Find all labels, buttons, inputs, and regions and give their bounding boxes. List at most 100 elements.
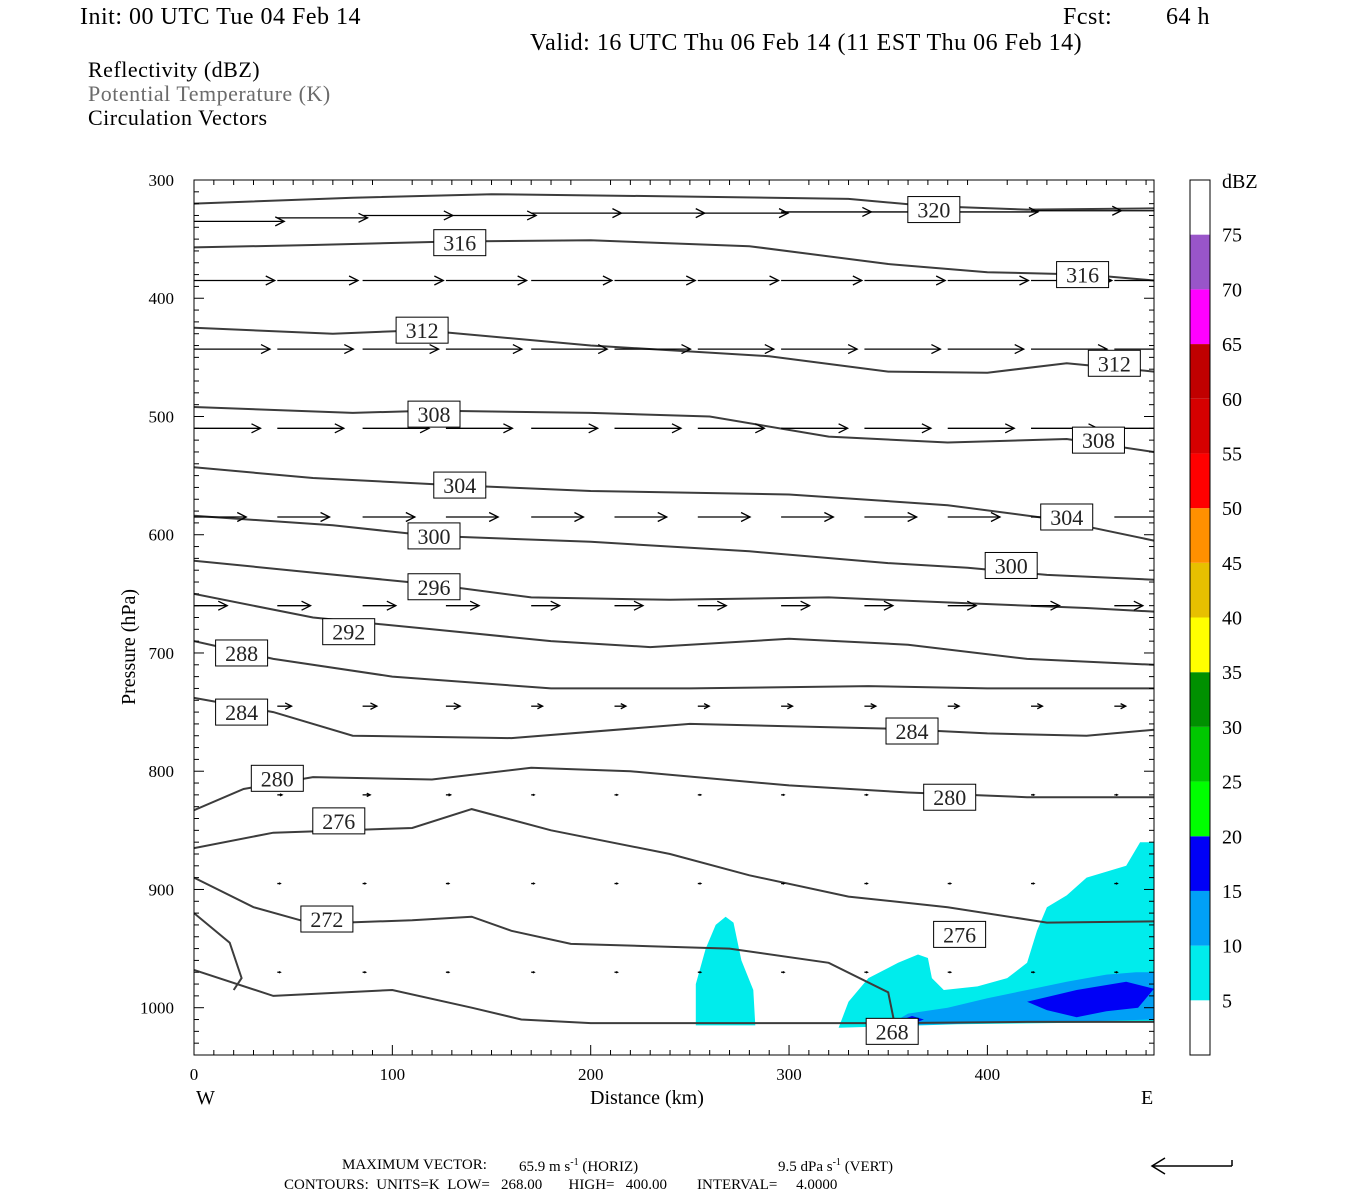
colorbar-tick-label: 15	[1222, 881, 1242, 903]
circulation-vector-head	[990, 511, 1002, 523]
y-tick-label: 1000	[140, 999, 174, 1018]
circulation-vector-head	[334, 423, 346, 434]
contour-label-box	[1087, 349, 1141, 377]
circulation-vector-head	[778, 208, 790, 219]
colorbar-tick-label: 25	[1222, 772, 1242, 794]
circulation-vector-head	[1032, 882, 1036, 885]
colorbar-bin	[1190, 781, 1210, 837]
circulation-vector-head	[865, 793, 869, 797]
circulation-vector-head	[1037, 703, 1044, 710]
contour-label-box	[322, 618, 376, 646]
contour-label-box	[215, 698, 269, 726]
contour-label-box	[407, 400, 461, 428]
circulation-vector-head	[1019, 275, 1030, 286]
circulation-vector-head	[1014, 344, 1026, 355]
valid-time: Valid: 16 UTC Thu 06 Feb 14 (11 EST Thu …	[530, 30, 1083, 56]
contour-label-text: 280	[933, 785, 966, 810]
theta-contour-304	[194, 466, 1154, 542]
forecast-hour: 64 h	[1166, 4, 1210, 30]
circulation-vector-head	[931, 344, 942, 355]
contour-label-text: 304	[443, 473, 476, 498]
contour-label-box	[865, 1017, 919, 1045]
contour-label-box	[215, 639, 269, 667]
contour-label-text: 276	[943, 922, 976, 947]
circulation-vector-head	[469, 600, 481, 611]
circulation-vector-head	[800, 600, 812, 611]
x-tick-label: 100	[380, 1065, 406, 1084]
circulation-vector-head	[703, 703, 711, 710]
circulation-vector-head	[217, 600, 229, 611]
theta-contour-284	[194, 696, 1154, 740]
east-label: E	[1141, 1087, 1153, 1109]
contour-label-text: 304	[1050, 505, 1083, 530]
circulation-vector-head	[782, 970, 786, 974]
colorbar-bin	[1190, 1000, 1210, 1055]
circulation-vector-head	[782, 793, 786, 797]
vectors-field-label: Circulation Vectors	[88, 105, 268, 130]
contour-label-text: 288	[225, 641, 258, 666]
max-vector-label: MAXIMUM VECTOR:	[342, 1157, 487, 1173]
circulation-vector-head	[429, 344, 441, 355]
theta-contour-296	[194, 559, 1154, 613]
circulation-vector-head	[1181, 345, 1190, 354]
circulation-vector-head	[782, 882, 786, 885]
circulation-vector-head	[344, 344, 355, 355]
circulation-vector-head	[953, 703, 961, 710]
circulation-vector-head	[526, 210, 538, 221]
contour-label-box	[1040, 503, 1094, 531]
circulation-vector-head	[615, 970, 619, 974]
colorbar-tick-label: 70	[1222, 279, 1242, 301]
contour-label-box	[300, 905, 354, 933]
circulation-vector-head	[865, 970, 869, 974]
circulation-vector-head	[278, 970, 282, 974]
circulation-vector-head	[1032, 793, 1036, 797]
circulation-vector-head	[301, 600, 313, 611]
contour-label-box	[395, 316, 449, 344]
circulation-vector-head	[1115, 970, 1119, 974]
circulation-vector-head	[907, 511, 919, 523]
colorbar-bin	[1190, 453, 1210, 509]
circulation-vector-head	[574, 511, 585, 523]
circulation-vector-head	[363, 970, 368, 974]
circulation-vector-head	[588, 423, 600, 434]
y-tick-label: 500	[149, 407, 175, 426]
circulation-vector-head	[681, 344, 692, 355]
circulation-vector-head	[265, 275, 277, 286]
colorbar-tick-label: 55	[1222, 443, 1242, 465]
contour-label-text: 316	[443, 231, 476, 256]
circulation-vector-head	[699, 793, 703, 797]
colorbar-tick-label: 35	[1222, 662, 1242, 684]
circulation-vector-head	[1172, 424, 1181, 433]
circulation-vector-head	[615, 793, 619, 797]
circulation-vector-head	[532, 970, 536, 974]
contour-label-text: 320	[917, 198, 950, 223]
horiz-max: 65.9 m s-1 (HORIZ)	[519, 1157, 638, 1176]
contour-label-text: 300	[418, 524, 451, 549]
circulation-vector-head	[1032, 970, 1036, 974]
circulation-vector-head	[370, 702, 379, 710]
circulation-vector-head	[236, 511, 248, 523]
circulation-vector-head	[348, 275, 360, 286]
circulation-vector-head	[260, 344, 272, 355]
circulation-vector-head	[284, 702, 294, 710]
circulation-vector-head	[386, 600, 398, 611]
contour-label-box	[433, 471, 487, 499]
contour-info: CONTOURS: UNITS=K LOW= 268.00 HIGH= 400.…	[284, 1177, 838, 1193]
circulation-vector-head	[550, 600, 562, 611]
colorbar-bin	[1190, 398, 1210, 454]
circulation-vector-head	[657, 511, 669, 523]
contour-label-box	[1071, 426, 1125, 454]
contour-label-box	[1056, 261, 1110, 289]
vert-unit: (VERT)	[844, 1159, 893, 1175]
circulation-vector-head	[503, 423, 514, 434]
circulation-vector-head	[966, 600, 978, 611]
circulation-vector-head	[787, 703, 794, 710]
contour-label-text: 312	[406, 318, 439, 343]
x-axis-label: Distance (km)	[590, 1087, 704, 1109]
colorbar-tick-label: 10	[1222, 936, 1242, 958]
circulation-vector-head	[824, 511, 835, 523]
y-tick-label: 700	[149, 644, 175, 663]
circulation-vector-head	[358, 212, 370, 223]
contour-label-text: 268	[876, 1019, 909, 1044]
circulation-vector-head	[602, 275, 614, 286]
